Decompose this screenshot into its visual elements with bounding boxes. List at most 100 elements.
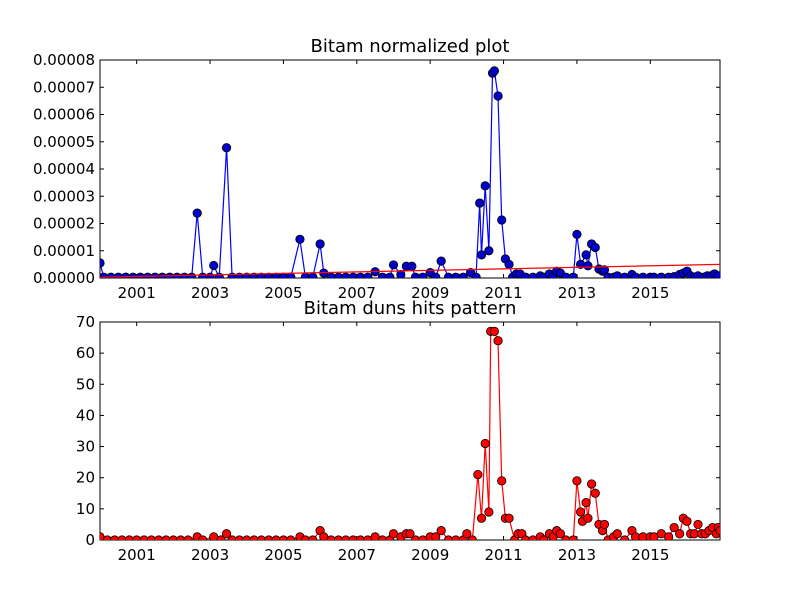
bottom-marks: 0 10 20 30 40 50 60 70 2001 2003 2005 2007 2009 2011 2… bbox=[76, 313, 720, 564]
data-point bbox=[209, 260, 219, 271]
x-tick-label: 2003 bbox=[191, 284, 229, 302]
bottom-plot-area bbox=[99, 321, 721, 541]
x-tick-label: 2005 bbox=[264, 546, 302, 564]
data-point bbox=[363, 272, 373, 278]
data-point bbox=[385, 272, 395, 278]
data-point bbox=[183, 535, 193, 540]
data-point bbox=[473, 469, 483, 480]
plot-marks bbox=[100, 66, 720, 278]
x-tick-label: 2007 bbox=[338, 546, 376, 564]
top-marks: 0.00000 0.00001 0.00002 0.00003 0.00004 0.000… bbox=[33, 51, 720, 302]
y-tick-label: 60 bbox=[76, 344, 95, 362]
data-point bbox=[315, 239, 325, 249]
y-tick-label: 0.00004 bbox=[33, 160, 95, 178]
x-tick-label: 2015 bbox=[631, 284, 669, 302]
data-point bbox=[575, 507, 586, 517]
data-point bbox=[431, 532, 441, 540]
data-point bbox=[583, 513, 593, 523]
data-point bbox=[497, 476, 507, 486]
data-point bbox=[286, 535, 296, 540]
data-point bbox=[418, 272, 428, 278]
plot-marks bbox=[100, 326, 720, 540]
data-point bbox=[431, 272, 441, 278]
y-tick-label: 0.00008 bbox=[33, 51, 95, 69]
data-point bbox=[586, 479, 597, 489]
data-point bbox=[682, 516, 692, 526]
data-point bbox=[471, 272, 481, 278]
y-tick-label: 0.00003 bbox=[33, 187, 95, 205]
bottom-chart: Bitam duns hits pattern 0 10 20 30 40 50 60 70 2… bbox=[76, 298, 721, 564]
data-point bbox=[664, 532, 674, 540]
data-point bbox=[476, 250, 487, 260]
y-tick-label: 0 bbox=[85, 531, 95, 549]
y-tick-label: 70 bbox=[76, 313, 95, 331]
y-tick-label: 0.00001 bbox=[33, 242, 95, 260]
data-point bbox=[286, 272, 296, 278]
data-point bbox=[480, 181, 490, 191]
y-tick-label: 0.00002 bbox=[33, 215, 95, 233]
data-point bbox=[396, 269, 406, 278]
data-point bbox=[504, 513, 514, 523]
top-chart: Bitam normalized plot 0.000000.000010.00… bbox=[33, 36, 721, 302]
data-point bbox=[583, 261, 593, 271]
data-point bbox=[572, 229, 582, 239]
data-point bbox=[599, 519, 610, 530]
data-point bbox=[493, 336, 503, 346]
data-point bbox=[484, 507, 494, 517]
y-tick-label: 50 bbox=[76, 375, 95, 393]
data-point bbox=[489, 66, 499, 76]
data-point bbox=[295, 234, 305, 244]
data-point bbox=[581, 250, 591, 260]
data-point bbox=[187, 272, 197, 278]
data-point bbox=[489, 326, 499, 336]
data-point bbox=[497, 215, 507, 225]
data-point bbox=[308, 272, 318, 278]
trend-line bbox=[100, 263, 720, 278]
y-tick-label: 30 bbox=[76, 438, 95, 456]
data-point bbox=[205, 272, 215, 278]
data-point bbox=[436, 526, 446, 536]
data-point bbox=[493, 91, 503, 101]
data-point bbox=[405, 529, 415, 539]
y-tick-label: 0.00005 bbox=[33, 133, 95, 151]
data-point bbox=[612, 271, 622, 278]
data-point bbox=[475, 198, 485, 208]
data-point bbox=[590, 242, 600, 253]
y-tick-label: 0.00006 bbox=[33, 106, 95, 124]
bottom-chart-title: Bitam duns hits pattern bbox=[304, 298, 517, 319]
data-point bbox=[100, 258, 105, 268]
data-point bbox=[480, 438, 490, 449]
x-tick-label: 2001 bbox=[118, 284, 156, 302]
data-point bbox=[581, 498, 591, 508]
y-tick-label: 20 bbox=[76, 469, 95, 487]
x-tick-label: 2011 bbox=[484, 284, 522, 302]
x-tick-label: 2015 bbox=[631, 546, 669, 564]
data-point bbox=[669, 522, 679, 533]
x-tick-label: 2007 bbox=[338, 284, 376, 302]
data-point bbox=[568, 535, 578, 540]
x-tick-label: 2003 bbox=[191, 546, 229, 564]
data-point bbox=[612, 529, 622, 539]
data-point bbox=[467, 535, 477, 540]
data-point bbox=[436, 256, 446, 266]
data-point bbox=[675, 529, 685, 539]
data-point bbox=[713, 271, 720, 278]
y-tick-label: 40 bbox=[76, 406, 95, 424]
x-tick-label: 2009 bbox=[411, 284, 449, 302]
y-tick-label: 0.00000 bbox=[33, 269, 95, 287]
data-point bbox=[388, 260, 399, 270]
data-point bbox=[407, 261, 417, 271]
data-point bbox=[476, 513, 487, 523]
x-tick-label: 2013 bbox=[558, 284, 596, 302]
data-point bbox=[504, 259, 514, 269]
y-tick-label: 10 bbox=[76, 500, 95, 518]
data-point bbox=[590, 488, 600, 498]
data-point bbox=[198, 535, 208, 540]
x-tick-label: 2013 bbox=[558, 546, 596, 564]
data-point bbox=[192, 208, 202, 218]
x-tick-label: 2009 bbox=[411, 546, 449, 564]
data-point bbox=[528, 272, 538, 278]
data-point bbox=[555, 529, 566, 539]
data-point bbox=[620, 535, 630, 540]
